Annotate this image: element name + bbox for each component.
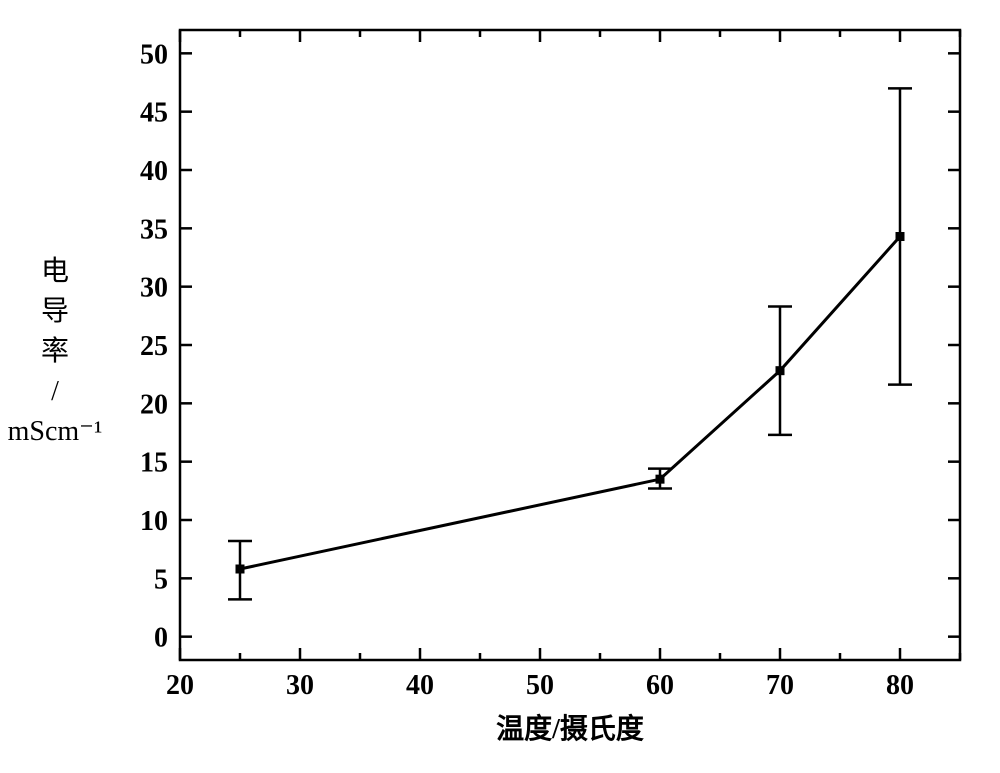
x-tick-label: 40 [406, 670, 434, 701]
y-tick-label: 0 [154, 623, 168, 654]
x-axis-label: 温度/摄氏度 [496, 713, 644, 745]
y-tick-label: 45 [140, 98, 168, 129]
y-axis-label-line: / [51, 376, 59, 407]
x-tick-label: 20 [166, 670, 194, 701]
y-tick-label: 25 [140, 331, 168, 362]
y-tick-label: 15 [140, 448, 168, 479]
y-tick-label: 20 [140, 389, 168, 420]
y-tick-label: 50 [140, 39, 168, 70]
x-tick-label: 60 [646, 670, 674, 701]
x-tick-label: 50 [526, 670, 554, 701]
y-tick-label: 40 [140, 156, 168, 187]
y-axis-label-line: 导 [41, 296, 69, 327]
y-tick-label: 30 [140, 273, 168, 304]
data-marker [896, 232, 905, 241]
conductivity-chart: 20 30 40 50 60 70 80 0 5 10 15 20 25 30 35 40 45 50 温度/摄氏度… [0, 0, 1000, 773]
x-tick-label: 80 [886, 670, 914, 701]
y-axis-label-line: 率 [41, 335, 69, 367]
data-marker [776, 366, 785, 375]
y-tick-label: 35 [140, 214, 168, 245]
data-marker [656, 475, 665, 484]
y-axis-label-line: mScm⁻¹ [8, 416, 103, 447]
x-tick-label: 70 [766, 670, 794, 701]
x-tick-label: 30 [286, 670, 314, 701]
y-tick-label: 10 [140, 506, 168, 537]
y-axis-label-line: 电 [41, 255, 69, 287]
data-marker [236, 565, 245, 574]
y-tick-label: 5 [154, 564, 168, 595]
